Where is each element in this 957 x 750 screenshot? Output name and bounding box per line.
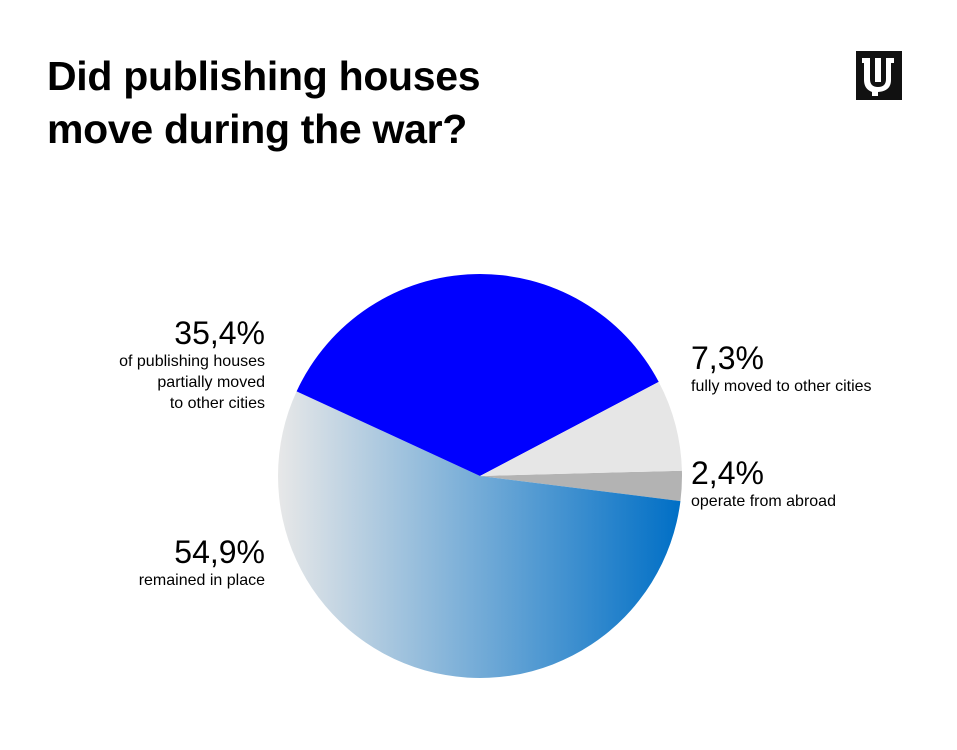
label-partially-moved-desc-1: of publishing houses <box>119 353 265 370</box>
label-abroad-value: 2,4% <box>691 455 764 491</box>
chart-title-line-1: Did publishing houses <box>47 53 481 99</box>
label-fully-moved-desc: fully moved to other cities <box>691 378 872 395</box>
label-partially-moved-value: 35,4% <box>174 315 265 351</box>
label-abroad-desc: operate from abroad <box>691 493 836 510</box>
label-partially-moved-desc-3: to other cities <box>169 395 265 412</box>
chart-title-line-2: move during the war? <box>47 106 467 152</box>
slice-partially-moved <box>296 273 659 476</box>
label-remained-desc: remained in place <box>138 572 265 589</box>
slice-operate-abroad <box>480 470 682 502</box>
chart-title: Did publishing houses move during the wa… <box>47 50 481 156</box>
logo-icon <box>856 51 902 100</box>
label-abroad: 2,4% operate from abroad <box>691 455 836 512</box>
label-partially-moved: 35,4% of publishing houses partially mov… <box>119 315 265 414</box>
label-fully-moved: 7,3% fully moved to other cities <box>691 340 872 397</box>
label-remained: 54,9% remained in place <box>139 534 265 591</box>
label-partially-moved-desc-2: partially moved <box>157 374 265 391</box>
label-fully-moved-value: 7,3% <box>691 340 764 376</box>
slice-remained-in-place <box>278 391 681 678</box>
slice-fully-moved <box>480 381 682 476</box>
label-remained-value: 54,9% <box>174 534 265 570</box>
